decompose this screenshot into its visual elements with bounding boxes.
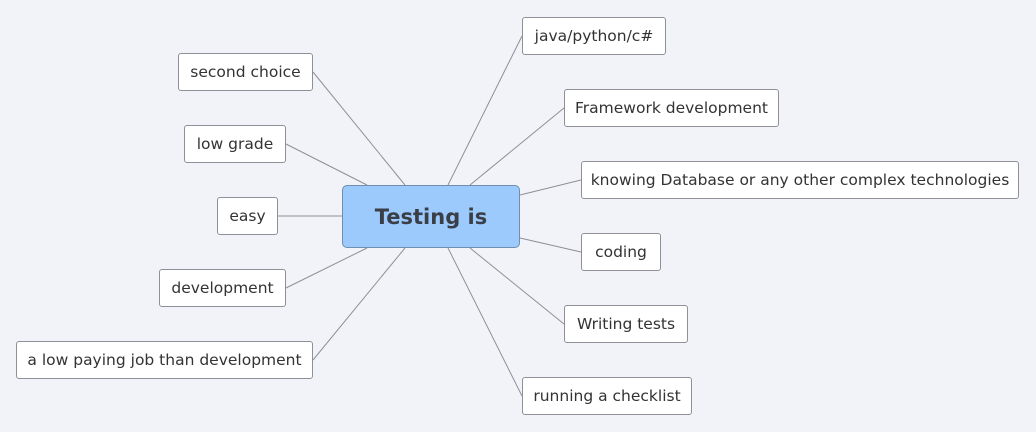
connector-r4 [469, 247, 565, 325]
topic-knowing-database[interactable]: knowing Database or any other complex te… [581, 161, 1019, 199]
connector-r1 [469, 107, 565, 186]
topic-framework-development[interactable]: Framework development [564, 89, 779, 127]
topic-coding[interactable]: coding [581, 233, 661, 271]
central-topic[interactable]: Testing is [342, 185, 520, 248]
topic-low-grade[interactable]: low grade [184, 125, 286, 163]
topic-running-a-checklist[interactable]: running a checklist [522, 377, 692, 415]
connector-l0 [312, 71, 406, 186]
connector-r3 [519, 237, 582, 253]
connector-r0 [447, 35, 523, 186]
topic-writing-tests[interactable]: Writing tests [564, 305, 688, 343]
topic-low-paying-job[interactable]: a low paying job than development [16, 341, 313, 379]
connector-l1 [285, 143, 368, 186]
topic-development[interactable]: development [159, 269, 286, 307]
connector-l4 [312, 247, 406, 361]
connector-r5 [447, 247, 523, 397]
topic-java-python-csharp[interactable]: java/python/c# [522, 17, 666, 55]
topic-easy[interactable]: easy [217, 197, 278, 235]
connector-r2 [519, 179, 582, 196]
topic-second-choice[interactable]: second choice [178, 53, 313, 91]
connector-l3 [285, 247, 368, 289]
